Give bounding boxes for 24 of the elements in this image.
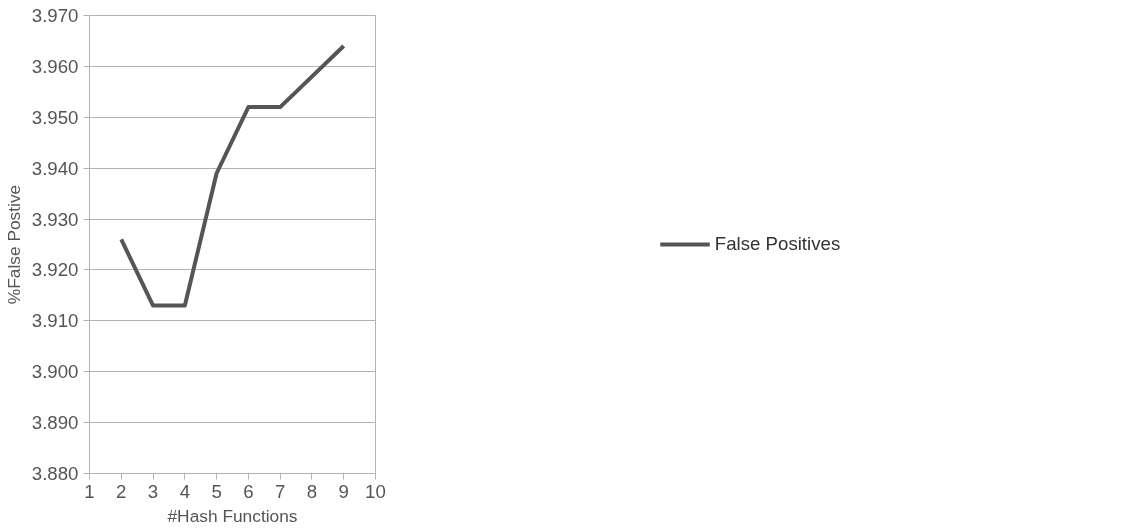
x-tick-label: 7: [274, 480, 286, 502]
y-tick-label: 3.920: [31, 259, 79, 281]
y-tick-label: 3.910: [31, 310, 79, 332]
x-tick-label: 4: [179, 480, 191, 502]
x-tick-label: 1: [84, 480, 95, 502]
y-tick-label: 3.900: [31, 361, 79, 383]
x-axis-title: #Hash Functions: [167, 505, 298, 526]
x-tick-label: 3: [147, 480, 159, 502]
y-tick-label: 3.940: [31, 157, 79, 179]
y-tick-label: 3.960: [31, 55, 79, 77]
y-tick-label: 3.880: [31, 463, 79, 484]
y-tick-label: 3.930: [31, 208, 79, 230]
legend-label: False Positives: [714, 233, 841, 255]
x-tick-label: 5: [211, 480, 222, 502]
x-tick-label: 9: [338, 480, 349, 502]
y-tick-label: 3.890: [31, 412, 79, 434]
line-series: [119, 44, 346, 308]
y-tick-label: 3.970: [31, 5, 79, 26]
x-tick-label: 2: [116, 480, 127, 502]
y-axis-title: %False Postive: [3, 184, 24, 305]
x-tick-label: 8: [306, 480, 318, 502]
y-tick-label: 3.950: [31, 106, 79, 128]
x-tick-label: 6: [243, 480, 254, 502]
x-tick-label: 10: [365, 480, 386, 502]
